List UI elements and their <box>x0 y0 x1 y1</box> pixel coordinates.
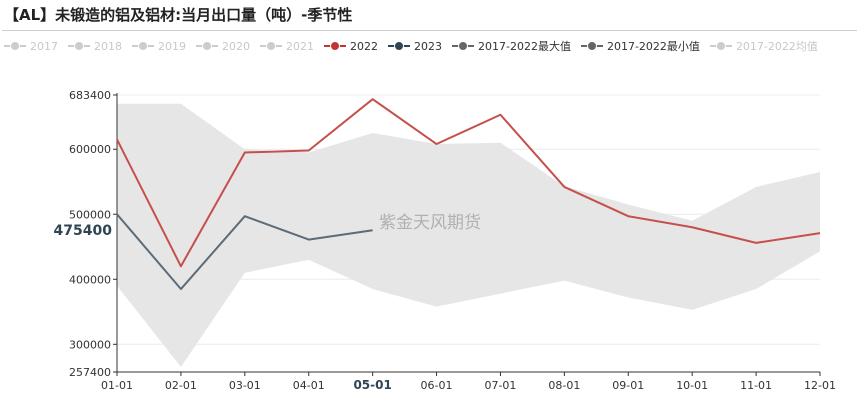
legend-swatch <box>4 40 26 52</box>
legend-label: 2017-2022最大值 <box>478 40 571 53</box>
legend-item-2018[interactable]: 2018 <box>68 40 122 53</box>
series-line-2023 <box>116 213 373 291</box>
range-band <box>117 103 820 368</box>
x-tick-label-12-01: 12-01 <box>804 379 836 392</box>
legend-item-2017[interactable]: 2017 <box>4 40 58 53</box>
legend-label: 2019 <box>158 39 186 53</box>
legend-swatch <box>132 40 154 52</box>
x-tick-label-09-01: 09-01 <box>612 379 644 392</box>
x-tick-label-05-01: 05-01 <box>353 378 391 392</box>
y-tick-label-5: 257400 <box>69 366 111 379</box>
x-tick-label-11-01: 11-01 <box>740 379 772 392</box>
last-value-label: 475400 <box>54 223 113 239</box>
x-tick-label-01-01: 01-01 <box>101 379 133 392</box>
chart-legend: 2017 2018 2019 2020 2021 2022 2023 2017-2022最大值… <box>4 37 828 55</box>
legend-swatch <box>68 40 90 52</box>
title-divider <box>2 30 857 31</box>
y-tick-label-0: 683400 <box>69 89 111 102</box>
x-tick-label-04-01: 04-01 <box>293 379 325 392</box>
legend-label: 2023 <box>414 39 442 53</box>
y-tick-label-3: 400000 <box>69 273 111 286</box>
x-tick-label-06-01: 06-01 <box>421 379 453 392</box>
legend-item-2017-2022最大值[interactable]: 2017-2022最大值 <box>452 38 571 54</box>
legend-swatch <box>324 40 346 52</box>
y-tick-label-1: 600000 <box>69 143 111 156</box>
last-value-label-bg <box>58 221 113 240</box>
x-tick-label-10-01: 10-01 <box>676 379 708 392</box>
legend-label: 2017-2022均值 <box>735 40 818 53</box>
legend-item-2023[interactable]: 2023 <box>388 40 442 53</box>
legend-item-2022[interactable]: 2022 <box>324 40 378 53</box>
legend-item-2021[interactable]: 2021 <box>260 40 314 53</box>
legend-item-2017-2022最小值[interactable]: 2017-2022最小值 <box>580 38 700 54</box>
legend-label: 2021 <box>286 39 314 53</box>
watermark: 紫金天风期货 <box>379 213 481 233</box>
y-tick-label-2: 500000 <box>69 208 111 221</box>
legend-swatch <box>196 40 218 52</box>
legend-swatch <box>580 40 603 52</box>
legend-label: 2018 <box>94 39 122 53</box>
legend-swatch <box>452 40 474 52</box>
legend-swatch <box>388 40 410 52</box>
legend-label: 2017-2022最小值 <box>606 40 700 53</box>
legend-item-2017-2022均值[interactable]: 2017-2022均值 <box>709 38 818 54</box>
legend-swatch <box>709 40 732 52</box>
legend-item-2020[interactable]: 2020 <box>196 40 250 53</box>
legend-label: 2020 <box>222 39 250 53</box>
y-tick-label-4: 300000 <box>69 338 111 351</box>
x-tick-label-03-01: 03-01 <box>229 379 261 392</box>
legend-label: 2017 <box>30 39 58 53</box>
legend-swatch <box>260 40 282 52</box>
series-line-2022 <box>116 98 821 268</box>
x-tick-label-02-01: 02-01 <box>165 379 197 392</box>
chart-title: 【AL】未锻造的铝及铝材:当月出口量（吨）-季节性 <box>4 6 353 24</box>
legend-label: 2022 <box>350 39 378 53</box>
x-tick-label-08-01: 08-01 <box>548 379 580 392</box>
x-tick-label-07-01: 07-01 <box>484 379 516 392</box>
legend-item-2019[interactable]: 2019 <box>132 40 186 53</box>
